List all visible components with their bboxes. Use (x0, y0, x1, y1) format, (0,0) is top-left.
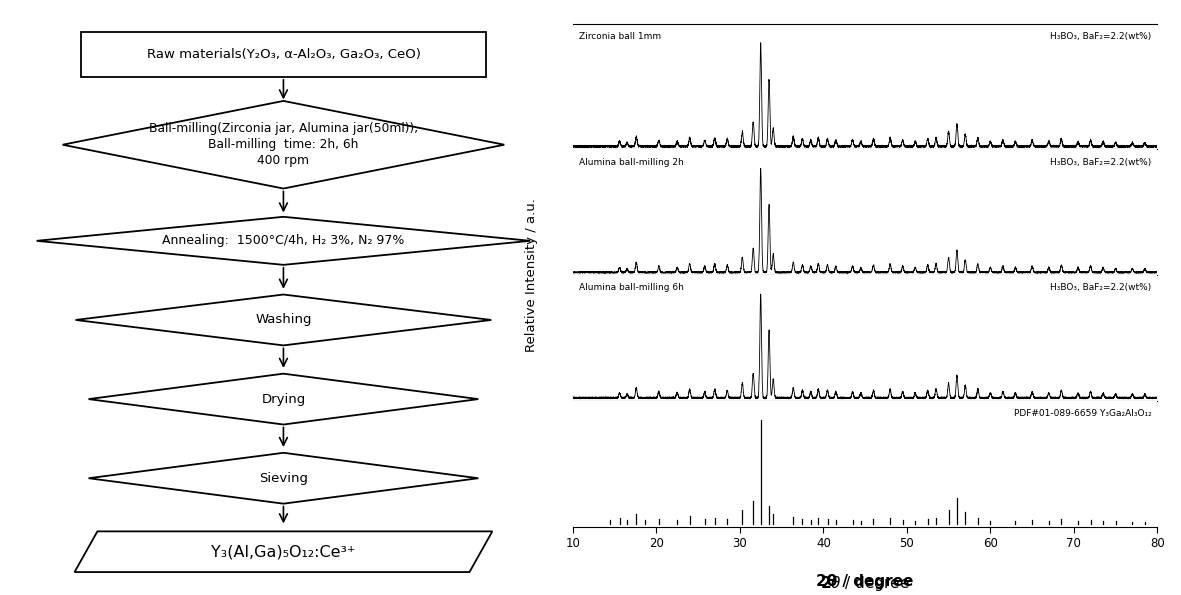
Polygon shape (76, 295, 491, 345)
Polygon shape (37, 217, 530, 265)
Text: 400 rpm: 400 rpm (257, 154, 309, 167)
Text: Alumina ball-milling 2h: Alumina ball-milling 2h (579, 158, 684, 167)
Polygon shape (74, 531, 492, 572)
Text: Y₃(Al,Ga)₅O₁₂:Ce³⁺: Y₃(Al,Ga)₅O₁₂:Ce³⁺ (211, 544, 355, 559)
Polygon shape (63, 101, 504, 189)
Text: PDF#01-089-6659 Y₃Ga₂Al₃O₁₂: PDF#01-089-6659 Y₃Ga₂Al₃O₁₂ (1013, 409, 1151, 418)
Text: Alumina ball-milling 6h: Alumina ball-milling 6h (579, 283, 684, 292)
Text: $\mathbf{2}$$\theta$ / degree: $\mathbf{2}$$\theta$ / degree (820, 574, 911, 593)
Polygon shape (89, 374, 478, 425)
Text: Zirconia ball 1mm: Zirconia ball 1mm (579, 32, 660, 41)
Text: Drying: Drying (261, 393, 306, 406)
Text: 2θ / degree: 2θ / degree (816, 574, 914, 589)
Text: H₃BO₃, BaF₂=2.2(wt%): H₃BO₃, BaF₂=2.2(wt%) (1050, 283, 1151, 292)
Text: Ball-milling(Zirconia jar, Alumina jar(50ml)),: Ball-milling(Zirconia jar, Alumina jar(5… (149, 123, 418, 136)
Text: Ball-milling  time: 2h, 6h: Ball-milling time: 2h, 6h (208, 138, 359, 151)
Text: Raw materials(Y₂O₃, α-Al₂O₃, Ga₂O₃, CeO): Raw materials(Y₂O₃, α-Al₂O₃, Ga₂O₃, CeO) (146, 48, 420, 61)
Text: Washing: Washing (255, 314, 312, 327)
Polygon shape (89, 453, 478, 503)
Text: Annealing:  1500°C/4h, H₂ 3%, N₂ 97%: Annealing: 1500°C/4h, H₂ 3%, N₂ 97% (162, 234, 405, 248)
Text: H₃BO₃, BaF₂=2.2(wt%): H₃BO₃, BaF₂=2.2(wt%) (1050, 158, 1151, 167)
Text: H₃BO₃, BaF₂=2.2(wt%): H₃BO₃, BaF₂=2.2(wt%) (1050, 32, 1151, 41)
Text: Sieving: Sieving (259, 472, 308, 485)
FancyBboxPatch shape (80, 32, 487, 77)
Text: Relative Intensity / a.u.: Relative Intensity / a.u. (524, 198, 539, 352)
